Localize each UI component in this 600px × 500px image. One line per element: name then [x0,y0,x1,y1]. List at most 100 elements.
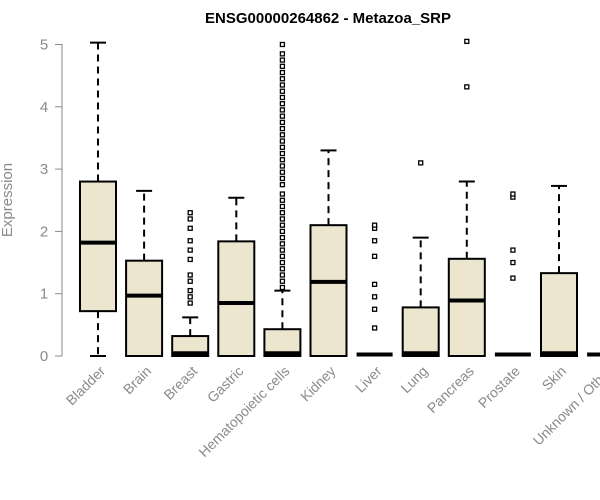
x-tick-label: Prostate [475,363,523,411]
outlier-point [187,294,193,300]
outlier-point [279,234,286,241]
box [540,272,578,357]
y-tick-label: 4 [40,99,48,116]
box [309,224,348,357]
outlier-point [279,222,286,228]
outlier-point [187,247,193,253]
outlier-point [371,294,378,300]
outlier-point [371,222,378,228]
outlier-point [279,138,286,144]
x-tick-label: Skin [539,363,570,394]
y-axis-label: Expression [0,163,16,237]
outlier-point [279,150,286,157]
box-group [356,222,393,357]
outlier-point [279,182,286,188]
x-tick-label: Liver [352,363,385,396]
y-tick-label: 5 [40,37,48,54]
outlier-point [187,238,193,244]
outlier-point [279,210,286,216]
outlier-point [279,163,286,169]
outlier-point [510,247,516,253]
outlier-point [279,101,286,107]
outlier-point [279,216,286,222]
outlier-point [279,203,286,210]
box-group [447,38,486,358]
box [217,240,256,357]
box [401,306,440,358]
outlier-point [279,41,286,48]
box [171,335,210,357]
outlier-point [279,284,286,291]
outlier-point [510,191,516,197]
y-tick-label: 0 [40,348,48,365]
box-group [587,352,600,357]
outlier-point [279,51,286,57]
outlier-point [371,306,378,312]
outlier-point [279,191,286,197]
outlier-point [279,169,286,175]
outlier-point [279,278,286,284]
box-group [494,191,531,357]
box-group [401,160,440,358]
outlier-point [187,216,193,222]
outlier-point [510,275,516,281]
outlier-point [279,69,286,76]
outlier-point [279,57,286,63]
y-tick-label: 1 [40,286,48,303]
boxes-layer [79,38,600,358]
outlier-point [279,113,286,119]
outlier-point [279,88,286,94]
outlier-point [279,259,286,266]
outlier-point [279,119,286,126]
outlier-point [279,82,286,88]
box-group [217,196,256,357]
outlier-point [279,266,286,272]
y-axis: 0 1 2 3 4 5 [40,37,62,365]
x-tick-label: Brain [120,363,154,397]
outlier-point [464,84,470,90]
outlier-point [187,225,193,231]
outlier-point [279,63,286,69]
box [79,180,117,313]
outlier-point [187,278,193,284]
outlier-point [279,228,286,235]
outlier-point [279,94,286,101]
outlier-point [510,259,516,266]
outlier-point [279,76,286,82]
outlier-point [279,157,286,163]
outlier-point [187,210,193,216]
y-tick-label: 3 [40,161,48,178]
outlier-point [371,238,378,244]
outlier-point [279,272,286,278]
box-group [125,189,164,357]
outlier-point [279,125,286,132]
box [447,257,486,358]
y-tick-label: 2 [40,223,48,240]
chart-title: ENSG00000264862 - Metazoa_SRP [205,10,451,27]
box-group [309,149,348,357]
outlier-point [418,160,424,166]
outlier-point [279,144,286,150]
outlier-point [187,300,193,306]
x-tick-label: Gastric [204,363,247,406]
box-group [263,41,302,357]
outlier-point [371,325,378,331]
outlier-point [371,253,378,259]
x-tick-label: Bladder [63,363,109,409]
outlier-point [279,197,286,203]
outlier-point [279,107,286,113]
box-group [171,210,210,357]
x-tick-label: Pancreas [424,363,477,416]
x-tick-label: Hematopoietic cells [195,363,292,460]
outlier-point [279,132,286,138]
outlier-point [279,175,286,182]
outlier-point [187,287,193,294]
box-group [540,184,578,357]
outlier-point [279,247,286,253]
outlier-point [464,38,470,45]
outlier-point [279,241,286,247]
outlier-point [279,253,286,259]
x-tick-label: Kidney [297,363,339,405]
